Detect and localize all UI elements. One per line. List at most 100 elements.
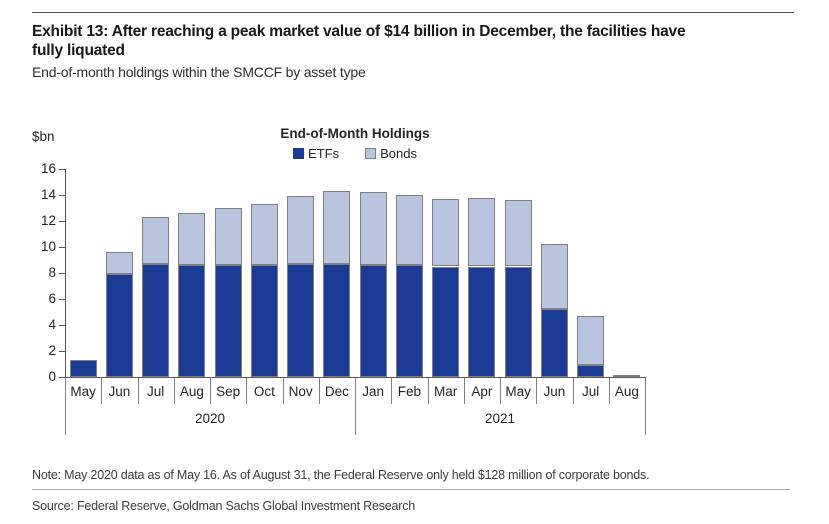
y-tick-label: 10 [40,239,56,254]
month-label: Aug [614,384,639,399]
bar-segment-etfs [142,263,170,377]
month-separator [500,378,501,404]
month-label: Nov [288,384,313,399]
bar-segment-bonds [287,196,315,264]
year-label: 2020 [194,411,226,426]
month-label: Jan [362,384,385,399]
group-separator [355,378,356,435]
month-separator [464,378,465,404]
y-tick-mark [59,377,65,378]
exhibit-title-line1: Exhibit 13: After reaching a peak market… [32,23,686,40]
y-tick-label: 2 [48,343,56,358]
y-tick-mark [59,221,65,222]
month-separator [174,378,175,404]
bar-segment-etfs [178,265,206,377]
month-separator [319,378,320,404]
bar-segment-bonds [395,195,423,266]
y-tick-mark [59,247,65,248]
bar-segment-etfs [540,309,568,377]
year-label: 2021 [484,411,516,426]
x-axis-line [65,377,646,378]
legend-item-bonds: Bonds [365,146,417,161]
bar-segment-bonds [577,315,605,366]
exhibit-subtitle: End-of-month holdings within the SMCCF b… [32,64,366,80]
month-separator [210,378,211,404]
bar-segment-bonds [105,252,133,275]
exhibit-title-line2: fully liquated [32,42,125,59]
bar-segment-bonds [250,204,278,266]
bonds-swatch-icon [365,148,377,159]
bar-segment-bonds [359,192,387,266]
bar-segment-etfs [323,263,351,377]
month-separator [246,378,247,404]
bar-segment-bonds [214,208,242,266]
month-label: Mar [434,384,458,399]
bar-segment-etfs [577,365,605,377]
bar-segment-etfs [105,274,133,377]
bar-segment-etfs [250,265,278,377]
month-label: Jul [146,384,165,399]
month-label: Feb [397,384,421,399]
bar-segment-etfs [287,263,315,377]
source-text: Source: Federal Reserve, Goldman Sachs G… [32,499,416,513]
group-separator [65,378,66,435]
group-separator [645,378,646,435]
bar-segment-etfs [504,266,532,377]
bar-segment-bonds [432,198,460,267]
month-label: Oct [253,384,275,399]
y-tick-label: 14 [40,187,56,202]
month-separator [536,378,537,404]
bar-segment-etfs [468,266,496,377]
month-separator [609,378,610,404]
legend-item-etfs: ETFs [293,146,339,161]
month-label: Jun [543,384,566,399]
bar-segment-bonds [613,375,641,377]
top-rule [32,12,794,13]
bar-segment-bonds [540,244,568,310]
month-label: Jun [108,384,131,399]
month-label: Jul [581,384,600,399]
y-tick-label: 12 [40,213,56,228]
y-tick-label: 4 [48,317,56,332]
month-separator [391,378,392,404]
bar-segment-bonds [468,197,496,267]
month-label: Dec [324,384,349,399]
month-separator [573,378,574,404]
bar-segment-etfs [69,360,97,377]
etfs-swatch-icon [293,148,305,159]
bar-segment-bonds [323,191,351,264]
y-tick-label: 0 [48,369,56,384]
month-label: Apr [471,384,493,399]
month-separator [428,378,429,404]
legend-label-etfs: ETFs [308,146,340,161]
footer-divider [32,489,790,490]
bar-segment-etfs [395,265,423,377]
month-separator [283,378,284,404]
y-tick-mark [59,169,65,170]
y-tick-label: 6 [48,291,56,306]
y-axis-unit-label: $bn [32,129,55,144]
bar-segment-bonds [142,217,170,264]
bar-segment-etfs [432,266,460,377]
month-label: Sep [216,384,241,399]
y-tick-mark [59,299,65,300]
y-tick-label: 16 [40,161,56,176]
bar-segment-etfs [359,265,387,377]
y-tick-mark [59,195,65,196]
chart-legend: ETFs Bonds [65,146,645,161]
month-label: May [70,384,96,399]
y-tick-mark [59,325,65,326]
month-separator [138,378,139,404]
chart-title: End-of-Month Holdings [280,126,430,141]
bar-segment-etfs [214,265,242,377]
note-text: Note: May 2020 data as of May 16. As of … [32,468,650,482]
month-separator [101,378,102,404]
y-axis-line [65,169,66,377]
month-label: May [505,384,531,399]
y-tick-label: 8 [48,265,56,280]
y-tick-mark [59,273,65,274]
y-tick-mark [59,351,65,352]
bar-segment-bonds [178,213,206,266]
